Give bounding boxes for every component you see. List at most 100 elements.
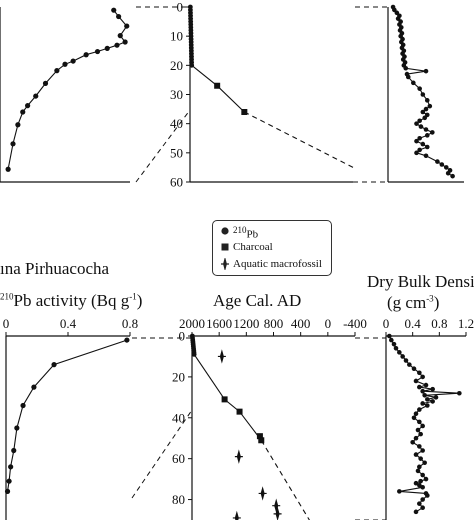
bottom-left-pb-point-7 [6,478,12,484]
top-right-dbd-point-29 [427,103,433,109]
top-right-dbd-point-43 [424,144,430,150]
bottom-right-dbd-point-44 [420,484,425,490]
top-left-pb-point-15 [20,109,26,115]
top-right-dbd-point-52 [450,173,455,179]
top-right-dbd-point-24 [405,74,411,80]
bottom-right-dbd-point-25 [411,415,417,421]
bottom-right-dbd-point-8 [411,366,417,372]
bottom-left-pb-line [6,339,128,492]
bottom-middle-age-charcoal-0 [221,396,228,403]
bottom-right-dbd-point-11 [413,378,419,384]
bottom-middle-age-model-dashed [260,440,310,520]
legend: 210Pb Charcoal Aquatic macrofossil [212,220,332,276]
bottom-middle-age-xtick-label-6: -400 [343,316,367,331]
bottom-middle-age-macrofossil-0 [217,349,226,364]
top-left-pb-point-4 [122,39,128,45]
top-right-dbd-point-40 [417,135,422,141]
bottom-middle-age-xtick-label-5: 0 [325,316,332,331]
bottom-right-dbd-point-9 [417,370,422,376]
top-right-dbd-point-47 [435,159,440,164]
bottom-middle-age-macrofossil-4 [273,506,282,520]
top-left-pb-point-14 [25,103,31,109]
top-middle-age-model-dashed [244,111,354,168]
bottom-right-dbd-point-2 [391,341,397,347]
top-right-dbd-point-39 [424,133,430,138]
bottom-left-pb-xtick-label-0: 0 [3,316,10,331]
bottom-right-dbd-point-50 [420,505,425,511]
bottom-right-dbd-point-14 [430,386,435,392]
top-left-pb-point-10 [62,61,68,67]
bottom-left-pb-point-8 [4,488,11,494]
top-middle-age-ytick-label-20: 20 [170,58,183,73]
bottom-right-dbd-point-26 [417,419,422,425]
bottom-left-pb-point-1 [51,362,57,368]
bottom-middle-age-xtick-label-4: 400 [291,316,311,331]
bottom-right-dbd-point-21 [420,401,425,406]
bottom-middle-age-model-solid [193,354,262,441]
pb-activity-axis-title: 210Pb activity (Bq g-1) [0,291,143,310]
bottom-right-dbd-point-39 [420,472,425,478]
bottom-right-dbd-point-16 [457,390,462,396]
bottom-right-dbd-point-35 [418,456,423,461]
top-middle-age-pb-point-20 [189,62,195,68]
top-left-pb-point-2 [124,23,130,29]
top-right-dbd-point-28 [424,98,430,103]
bottom-right-dbd-point-4 [397,350,402,355]
top-left-pb-point-12 [42,80,49,86]
top-right-dbd-point-36 [418,124,424,129]
top-left-pb-point-9 [70,58,76,64]
top-middle-age-ytick-label-60: 60 [170,175,183,190]
bottom-middle-age-charcoal-3 [258,437,265,444]
bottom-middle-age-xtick-label-2: 1200 [233,316,259,331]
top-connector-lower-left [135,109,191,183]
bottom-right-dbd-point-33 [420,448,425,453]
top-right-dbd-point-34 [417,118,422,124]
bottom-middle-age-xtick-label-0: 2000 [179,316,205,331]
top-left-pb-point-17 [10,141,16,147]
bottom-right-dbd-point-40 [423,476,429,482]
top-left-pb-point-1 [116,13,122,20]
bottom-middle-age-macrofossil-3 [272,498,281,513]
bottom-middle-age-macrofossil-5 [232,510,241,520]
bottom-left-pb-point-3 [20,402,26,409]
bottom-right-dbd-point-17 [422,392,427,398]
bottom-right-dbd-point-19 [425,397,430,402]
top-middle-age-ytick-label-40: 40 [170,116,183,131]
top-right-dbd-point-44 [417,147,422,153]
bottom-right-dbd-point-10 [420,374,425,380]
bottom-right-dbd-line [388,335,460,513]
bottom-right-dbd-point-30 [413,435,419,441]
top-right-dbd-point-31 [420,109,426,115]
bottom-right-dbd-point-27 [420,423,425,429]
bottom-middle-age-pb-point-9 [191,352,197,357]
top-right-dbd-point-42 [420,141,426,147]
bottom-right-dbd-point-31 [410,440,415,445]
top-right-dbd-point-25 [411,80,416,86]
top-right-dbd-point-38 [430,130,435,135]
bottom-left-pb-point-4 [14,425,20,431]
dbd-axis-title-line2: (g cm-3) [387,293,440,312]
bottom-left-pb-xtick-label-1: 0.4 [60,316,77,331]
bottom-right-dbd-point-43 [417,482,422,488]
bottom-middle-age-charcoal-2 [256,433,263,440]
top-middle-age-ytick-label-50: 50 [170,145,183,160]
top-left-pb-point-7 [94,48,101,55]
top-left-pb-point-0 [111,7,117,13]
bottom-middle-age-macrofossil-1 [234,449,243,464]
bottom-right-dbd-point-29 [418,431,423,437]
top-left-pb-point-18 [5,166,11,172]
bottom-right-dbd-point-36 [422,460,427,466]
bottom-left-pb-point-6 [8,464,14,470]
bottom-right-dbd-point-15 [420,388,425,394]
top-right-dbd-point-49 [443,165,449,170]
bottom-right-dbd-point-5 [400,354,405,359]
bottom-right-dbd-point-13 [417,384,422,390]
bottom-right-dbd-point-48 [420,497,425,502]
top-right-dbd-point-45 [414,150,419,156]
top-right-dbd-point-21 [403,65,409,71]
bottom-middle-age-ytick-label-0: 0 [179,329,186,344]
top-left-pb-point-13 [33,93,39,99]
top-right-dbd-point-37 [423,127,429,132]
bottom-right-dbd-point-34 [413,452,419,457]
top-right-dbd-point-46 [423,153,429,159]
